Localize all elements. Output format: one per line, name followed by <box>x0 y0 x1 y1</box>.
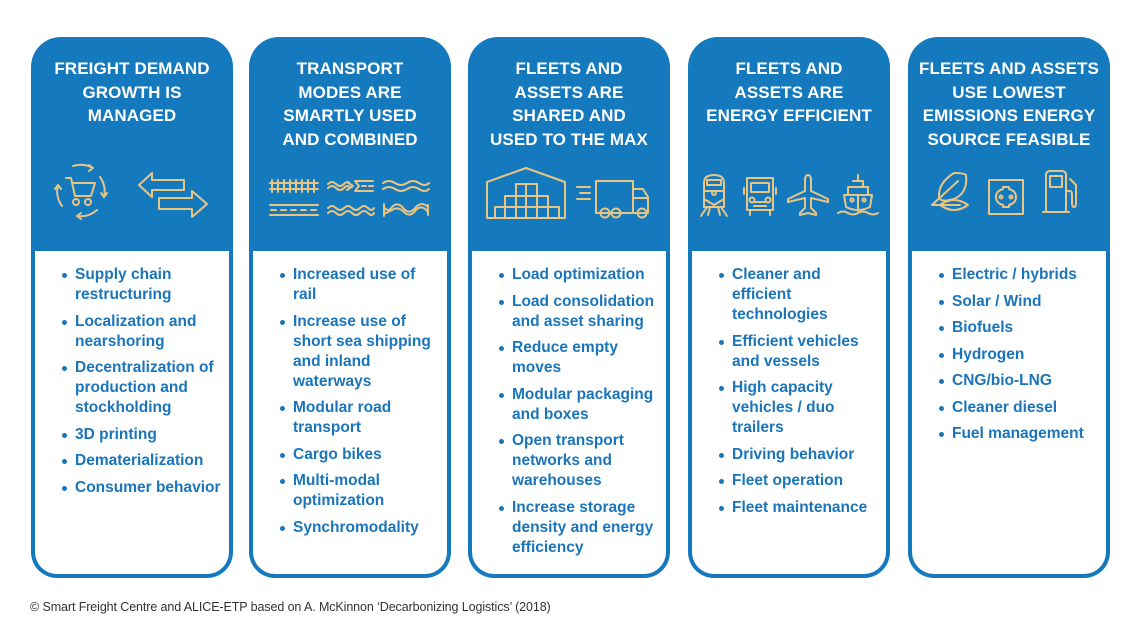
card-panel: Load optimization Load consolidation and… <box>472 251 666 574</box>
list-item: Increased use of rail <box>277 265 441 305</box>
measure-list: Electric / hybrids Solar / Wind Biofuels… <box>936 265 1100 451</box>
list-item: Efficient vehicles and vessels <box>716 332 880 372</box>
truck-front-icon <box>743 177 777 216</box>
list-item: Dematerialization <box>59 451 223 471</box>
list-item: High capacity vehicles / duo trailers <box>716 378 880 438</box>
list-item: 3D printing <box>59 425 223 445</box>
list-item: Fleet maintenance <box>716 498 880 518</box>
train-icon <box>700 174 728 217</box>
card-fleets-shared: FLEETS AND ASSETS ARE SHARED AND USED TO… <box>468 37 670 578</box>
list-item: Load optimization <box>496 265 660 285</box>
shopping-cart-cycle-icon <box>54 163 108 220</box>
list-item: Cleaner diesel <box>936 398 1100 418</box>
measure-list: Load optimization Load consolidation and… <box>496 265 660 564</box>
card-title: FLEETS AND ASSETS ARE SHARED AND USED TO… <box>490 59 648 149</box>
card-title: TRANSPORT MODES ARE SMARTLY USED AND COM… <box>282 59 418 149</box>
road-icon <box>269 204 319 216</box>
list-item: Localization and nearshoring <box>59 312 223 352</box>
list-item: Synchromodality <box>277 518 441 538</box>
measure-list: Cleaner and efficient technologies Effic… <box>716 265 880 524</box>
power-socket-icon <box>988 179 1024 215</box>
ship-icon <box>837 174 879 216</box>
rail-track-icon <box>269 179 319 193</box>
river-icon <box>383 203 429 217</box>
list-item: Supply chain restructuring <box>59 265 223 305</box>
list-item: Fleet operation <box>716 471 880 491</box>
list-item: Increase use of short sea shipping and i… <box>277 312 441 392</box>
copyright-footer: © Smart Freight Centre and ALICE-ETP bas… <box>30 600 551 614</box>
card-lowest-emissions: FLEETS AND ASSETS USE LOWEST EMISSIONS E… <box>908 37 1110 578</box>
waves-icon <box>382 180 430 192</box>
card-title: FLEETS AND ASSETS ARE ENERGY EFFICIENT <box>706 59 872 125</box>
card-freight-demand: FREIGHT DEMAND GROWTH IS MANAGED Supply … <box>31 37 233 578</box>
card-energy-efficient: FLEETS AND ASSETS ARE ENERGY EFFICIENT C… <box>688 37 890 578</box>
list-item: Cleaner and efficient technologies <box>716 265 880 325</box>
moving-truck-icon <box>576 180 649 219</box>
water-waves-icon <box>327 205 375 216</box>
list-item: Solar / Wind <box>936 292 1100 312</box>
list-item: Open transport networks and warehouses <box>496 431 660 491</box>
fuel-pump-icon <box>1042 170 1077 213</box>
card-title: FREIGHT DEMAND GROWTH IS MANAGED <box>54 59 210 125</box>
bidirectional-arrows-icon <box>138 172 208 218</box>
list-item: Consumer behavior <box>59 478 223 498</box>
leaves-icon <box>931 172 969 211</box>
list-item: Biofuels <box>936 318 1100 338</box>
list-item: CNG/bio-LNG <box>936 371 1100 391</box>
list-item: Fuel management <box>936 424 1100 444</box>
sea-to-river-icon <box>327 180 374 192</box>
list-item: Decentralization of production and stock… <box>59 358 223 418</box>
measure-list: Supply chain restructuring Localization … <box>59 265 223 504</box>
card-panel: Cleaner and efficient technologies Effic… <box>692 251 886 574</box>
list-item: Cargo bikes <box>277 445 441 465</box>
card-panel: Supply chain restructuring Localization … <box>35 251 229 574</box>
list-item: Hydrogen <box>936 345 1100 365</box>
list-item: Multi-modal optimization <box>277 471 441 511</box>
list-item: Modular road transport <box>277 398 441 438</box>
card-transport-modes: TRANSPORT MODES ARE SMARTLY USED AND COM… <box>249 37 451 578</box>
list-item: Driving behavior <box>716 445 880 465</box>
list-item: Load consolidation and asset sharing <box>496 292 660 332</box>
measure-list: Increased use of rail Increase use of sh… <box>277 265 441 544</box>
list-item: Reduce empty moves <box>496 338 660 378</box>
warehouse-boxes-icon <box>486 167 566 219</box>
card-panel: Electric / hybrids Solar / Wind Biofuels… <box>912 251 1106 574</box>
airplane-icon <box>787 174 829 216</box>
card-title: FLEETS AND ASSETS USE LOWEST EMISSIONS E… <box>919 59 1099 149</box>
list-item: Modular packaging and boxes <box>496 385 660 425</box>
card-panel: Increased use of rail Increase use of sh… <box>253 251 447 574</box>
list-item: Increase storage density and energy effi… <box>496 498 660 558</box>
list-item: Electric / hybrids <box>936 265 1100 285</box>
